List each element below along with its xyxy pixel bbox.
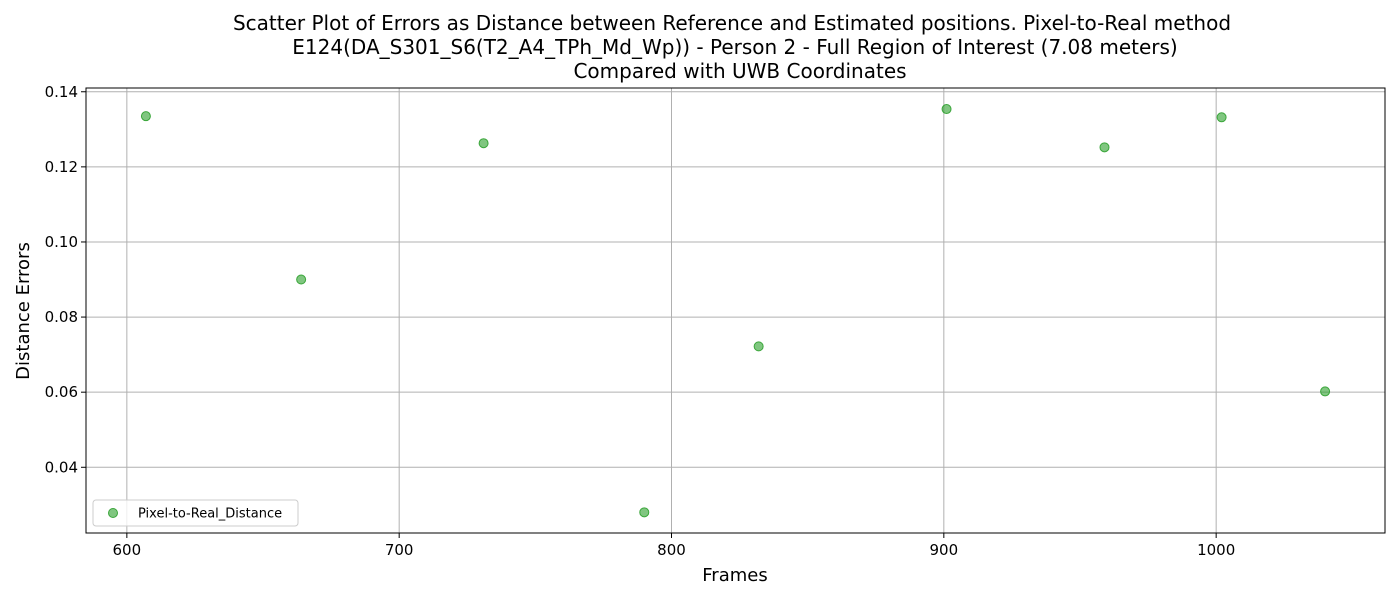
y-axis-label: Distance Errors [13,242,34,380]
data-point [753,341,764,352]
data-point [478,138,489,149]
legend-label: Pixel-to-Real_Distance [138,507,282,522]
y-axis-ticks: 0.04 0.06 0.08 0.10 0.12 0.14 [45,83,86,476]
data-points [140,104,1331,518]
data-point [639,507,650,518]
title-line-2: E124(DA_S301_S6(T2_A4_TPh_Md_Wp)) - Pers… [292,35,1177,59]
title-line-1: Scatter Plot of Errors as Distance betwe… [233,11,1231,35]
y-tick-label: 0.14 [45,83,78,101]
data-point [140,111,151,122]
legend: Pixel-to-Real_Distance [92,499,299,527]
x-tick-label: 700 [385,541,414,559]
plot-area-frame [85,87,1386,534]
title-line-3: Compared with UWB Coordinates [573,59,906,83]
x-axis-ticks: 600 700 800 900 1000 [113,533,1235,559]
data-point [941,104,952,115]
y-tick-label: 0.04 [45,458,78,476]
y-tick-label: 0.12 [45,158,78,176]
chart-title: Scatter Plot of Errors as Distance betwe… [233,11,1231,83]
y-tick-label: 0.08 [45,308,78,326]
x-tick-label: 800 [657,541,686,559]
y-tick-label: 0.06 [45,383,78,401]
legend-marker [108,508,118,518]
data-point [296,274,307,285]
x-axis-label: Frames [702,565,767,586]
legend-box [92,499,299,527]
data-point [1216,112,1227,123]
x-tick-label: 900 [930,541,959,559]
y-tick-label: 0.10 [45,233,78,251]
data-point [1320,386,1331,397]
data-point [1099,142,1110,153]
x-tick-label: 1000 [1197,541,1235,559]
x-tick-label: 600 [113,541,142,559]
grid [86,88,1385,533]
